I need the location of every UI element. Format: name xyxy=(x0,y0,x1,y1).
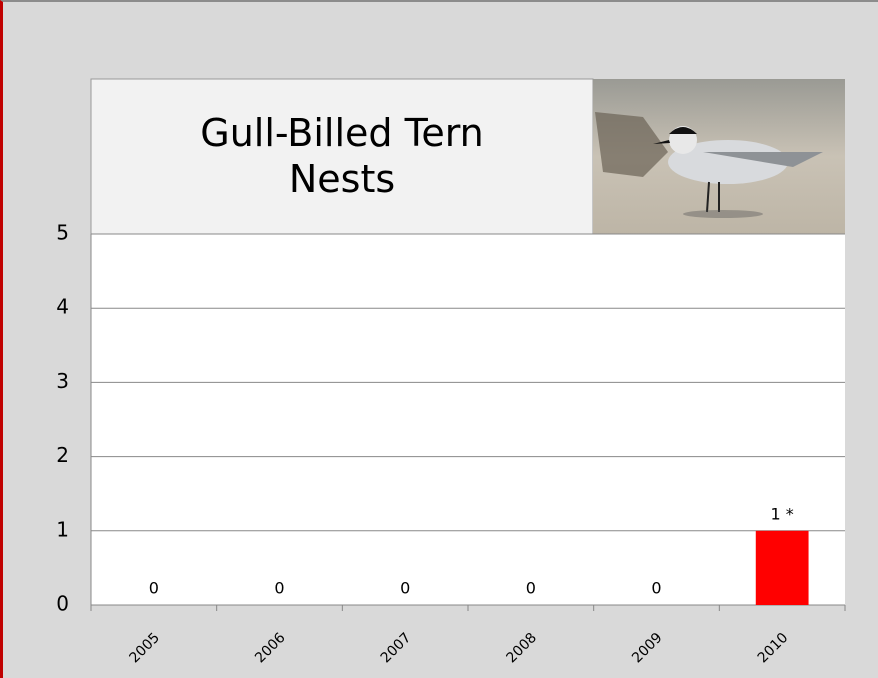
y-tick-label: 1 xyxy=(56,517,69,541)
chart: 0 1 2 3 4 5 2005 0 2006 0 2007 0 2008 0 2009 0 2010 1 * xyxy=(56,78,846,667)
y-tick-label: 3 xyxy=(56,369,69,393)
title-area: Gull-Billed Tern Nests xyxy=(91,79,593,234)
data-label: 0 xyxy=(400,579,410,598)
data-label: 1 * xyxy=(771,504,794,523)
y-tick-label: 0 xyxy=(56,592,69,616)
bar xyxy=(755,530,809,605)
x-tick-label: 2006 xyxy=(252,630,289,667)
data-label: 0 xyxy=(651,579,661,598)
bird-photo xyxy=(593,79,845,234)
x-tick-label: 2010 xyxy=(755,630,792,667)
data-label: 0 xyxy=(526,579,536,598)
data-label: 0 xyxy=(274,579,284,598)
y-tick-label: 5 xyxy=(56,221,69,245)
y-tick-label: 2 xyxy=(56,443,69,467)
y-tick-label: 4 xyxy=(56,295,69,319)
x-tick-label: 2005 xyxy=(126,630,163,667)
title-box xyxy=(90,78,594,235)
data-label: 0 xyxy=(149,579,159,598)
plot-area xyxy=(91,234,845,605)
x-tick-label: 2009 xyxy=(629,630,666,667)
x-tick-label: 2008 xyxy=(503,630,540,667)
chart-title: Gull-Billed Tern Nests xyxy=(200,110,484,201)
x-tick-label: 2007 xyxy=(378,630,415,667)
